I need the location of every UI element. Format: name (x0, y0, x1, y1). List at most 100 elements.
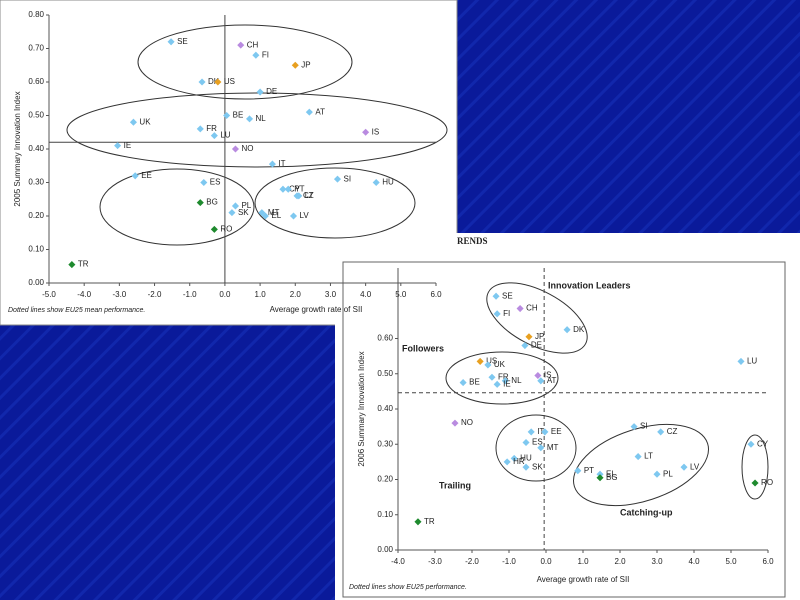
point-label: MT (268, 208, 280, 217)
point (484, 361, 492, 369)
point-label: EE (141, 171, 152, 180)
point-label: JP (535, 332, 544, 341)
point (237, 41, 245, 49)
annotation: Innovation Leaders (548, 280, 631, 290)
point-label: BG (206, 198, 218, 207)
point-label: NL (256, 114, 267, 123)
point-label: TR (78, 260, 89, 269)
point-label: SE (177, 37, 188, 46)
x-tick-label: 4.0 (688, 557, 700, 566)
group-ellipse (445, 351, 559, 405)
point (596, 474, 604, 482)
point-label: EL (606, 469, 616, 478)
point (196, 199, 204, 207)
x-tick-label: 5.0 (395, 290, 407, 299)
point-label: RO (761, 478, 773, 487)
point-label: NO (241, 144, 253, 153)
point-label: US (486, 357, 497, 366)
point-label: CY (289, 184, 301, 193)
point-label: LV (690, 462, 700, 471)
point (284, 185, 292, 193)
point (451, 419, 459, 427)
annotation: Trailing (439, 480, 471, 490)
point-label: CZ (303, 191, 314, 200)
x-tick-label: 1.0 (255, 290, 267, 299)
point (414, 518, 422, 526)
group-ellipse (573, 424, 709, 506)
point-label: SE (502, 291, 513, 300)
point-label: PT (294, 184, 304, 193)
point (516, 305, 524, 313)
point-label: NO (461, 418, 473, 427)
x-axis-label: Average growth rate of SII (270, 305, 363, 314)
point-label: DK (573, 325, 585, 334)
point (501, 377, 509, 385)
x-tick-label: 0.0 (540, 557, 552, 566)
group-ellipse (495, 414, 577, 482)
point (372, 178, 380, 187)
x-tick-label: -4.0 (77, 290, 91, 299)
point (231, 202, 239, 210)
y-tick-label: 0.00 (377, 545, 393, 554)
point-label: US (224, 77, 235, 86)
point-label: AT (315, 107, 325, 116)
point-label: LU (220, 131, 230, 140)
point (167, 38, 175, 46)
point-label: DE (531, 341, 542, 350)
point-label: DK (208, 77, 220, 86)
point (493, 380, 501, 388)
point (657, 428, 665, 436)
point-label: IS (372, 127, 380, 136)
x-tick-label: -1.0 (183, 290, 197, 299)
point-label: UK (494, 360, 506, 369)
point-label: IS (544, 371, 552, 380)
group-ellipse (137, 24, 353, 100)
point-label: SI (640, 422, 648, 431)
point-label: SK (532, 462, 543, 471)
point (333, 175, 342, 183)
point (279, 185, 287, 193)
point-label: CY (757, 439, 769, 448)
point (634, 453, 642, 461)
footnote: Dotted lines show EU25 mean performance. (8, 307, 145, 314)
point-label: SI (343, 174, 351, 183)
point-label: JP (301, 60, 310, 69)
x-tick-label: 5.0 (725, 557, 737, 566)
point-label: BG (606, 473, 618, 482)
group-ellipse (66, 92, 448, 168)
y-tick-label: 0.20 (377, 475, 393, 484)
groups (66, 24, 769, 506)
y-tick-label: 0.50 (28, 111, 44, 120)
chart-panel (342, 261, 786, 598)
point (210, 132, 218, 140)
point-label: TR (424, 517, 435, 526)
y-tick-label: 0.60 (28, 77, 44, 86)
point-label: PT (584, 466, 594, 475)
point-label: LT (305, 191, 314, 200)
point-label: CH (247, 40, 259, 49)
point (653, 470, 661, 478)
y-tick-label: 0.40 (377, 404, 393, 413)
annotation: Followers (402, 343, 444, 353)
y-tick-label: 0.30 (28, 178, 44, 187)
point (737, 357, 745, 365)
y-tick-label: 0.20 (28, 211, 44, 220)
x-tick-label: -3.0 (112, 290, 126, 299)
point (256, 88, 264, 96)
point (131, 172, 139, 180)
point (525, 333, 533, 341)
x-tick-label: -2.0 (148, 290, 162, 299)
y-tick-label: 0.30 (377, 439, 393, 448)
x-tick-label: 2.0 (614, 557, 626, 566)
point-label: IT (278, 159, 285, 168)
point-label: IE (124, 141, 132, 150)
point (541, 428, 549, 436)
x-tick-label: -3.0 (428, 557, 442, 566)
point (198, 78, 206, 86)
point-label: HR (513, 457, 525, 466)
point (747, 440, 755, 448)
point-label: LV (300, 211, 310, 220)
point-label: BE (233, 111, 244, 120)
point (214, 78, 222, 86)
point (537, 377, 545, 385)
